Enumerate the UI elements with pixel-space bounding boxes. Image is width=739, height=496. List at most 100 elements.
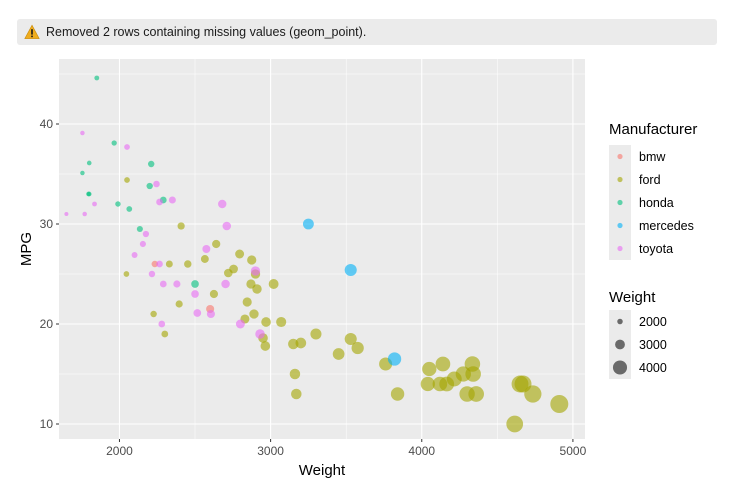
legend-label-mercedes: mercedes (639, 219, 694, 233)
data-point-ford (506, 415, 524, 433)
data-point-honda (86, 160, 92, 166)
data-point-honda (115, 201, 121, 207)
size-legend-label: 3000 (639, 338, 667, 352)
data-point-honda (191, 280, 199, 288)
data-point-toyota (153, 180, 160, 188)
data-point-ford (165, 260, 173, 268)
data-point-ford (465, 366, 481, 382)
data-points (64, 75, 569, 433)
x-tick-label: 5000 (560, 444, 587, 458)
warning-message: Removed 2 rows containing missing values… (46, 25, 367, 39)
data-point-toyota (158, 320, 166, 328)
data-point-ford (420, 376, 435, 392)
data-point-ford (123, 271, 130, 277)
y-tick-label: 30 (40, 217, 54, 231)
size-legend-key (617, 318, 623, 325)
data-point-ford (177, 222, 185, 230)
data-point-ford (351, 341, 364, 355)
data-point-toyota (148, 270, 156, 278)
grid-lines (59, 59, 585, 439)
data-point-toyota (193, 309, 202, 317)
data-point-toyota (173, 280, 181, 288)
legend-label-honda: honda (639, 196, 674, 210)
data-point-honda (136, 225, 143, 233)
plot-panel (59, 59, 585, 439)
x-tick-label: 3000 (257, 444, 284, 458)
data-point-ford (435, 356, 451, 372)
color-legend: bmw ford honda mercedes toyota (609, 145, 694, 260)
data-point-toyota (250, 266, 261, 276)
data-point-ford (276, 316, 287, 328)
data-point-ford (184, 260, 192, 268)
data-point-ford (550, 395, 569, 413)
data-point-toyota (124, 144, 130, 150)
data-point-mercedes (302, 218, 314, 230)
data-point-ford (175, 300, 183, 308)
data-point-ford (247, 255, 257, 265)
data-point-toyota (222, 221, 232, 231)
data-point-ford (468, 386, 484, 402)
data-point-bmw (151, 260, 159, 268)
legend-key-toyota (617, 245, 623, 252)
data-point-ford (310, 328, 322, 340)
data-point-toyota (218, 199, 227, 209)
data-point-ford (332, 348, 345, 360)
x-axis-title: Weight (299, 462, 346, 479)
data-point-honda (126, 206, 133, 212)
data-point-honda (111, 140, 117, 146)
data-point-ford (524, 385, 542, 403)
data-point-toyota (82, 211, 87, 217)
data-point-toyota (64, 212, 69, 216)
size-legend-label: 2000 (639, 315, 667, 329)
data-point-toyota (255, 329, 265, 339)
legend-label-bmw: bmw (639, 150, 666, 164)
legend-key-honda (617, 199, 623, 206)
legend-key-mercedes (617, 222, 623, 229)
data-point-toyota (92, 201, 97, 207)
data-point-ford (268, 279, 279, 289)
y-tick-label: 20 (40, 317, 54, 331)
y-tick-label: 40 (40, 117, 54, 131)
data-point-toyota (206, 309, 215, 319)
size-legend-title: Weight (609, 289, 656, 306)
warning-banner: Removed 2 rows containing missing values… (17, 19, 717, 45)
legend-key-ford (617, 176, 623, 183)
data-point-toyota (221, 279, 230, 289)
y-axis-ticks: 10 20 30 40 (40, 117, 59, 431)
data-point-toyota (191, 290, 199, 298)
data-point-toyota (159, 280, 167, 288)
data-point-ford (150, 310, 157, 318)
data-point-mercedes (387, 352, 402, 366)
data-point-toyota (80, 130, 85, 136)
data-point-toyota (202, 245, 211, 253)
data-point-ford (390, 387, 405, 401)
data-point-ford (200, 255, 209, 263)
data-point-ford (295, 337, 307, 349)
data-point-ford (260, 341, 271, 351)
data-point-ford (289, 368, 301, 380)
data-point-ford (124, 177, 130, 183)
data-point-honda (80, 170, 85, 176)
data-point-honda (146, 182, 153, 190)
data-point-toyota (142, 230, 150, 238)
data-point-ford (344, 332, 357, 346)
data-point-toyota (168, 196, 176, 204)
data-point-ford (261, 317, 271, 327)
data-point-honda (86, 191, 92, 197)
legend-key-bmw (617, 153, 623, 160)
data-point-toyota (156, 260, 163, 268)
data-point-ford (249, 309, 259, 319)
data-point-honda (94, 75, 100, 81)
data-point-mercedes (344, 263, 357, 277)
data-point-ford (242, 297, 252, 307)
warning-triangle-icon (24, 24, 40, 39)
size-legend-key (615, 339, 625, 350)
data-point-ford (209, 289, 219, 299)
legend-label-toyota: toyota (639, 242, 673, 256)
color-legend-title: Manufacturer (609, 121, 697, 138)
y-tick-label: 10 (40, 417, 54, 431)
size-legend: 2000 3000 4000 (609, 310, 667, 379)
x-tick-label: 2000 (106, 444, 133, 458)
size-legend-key (612, 360, 628, 375)
